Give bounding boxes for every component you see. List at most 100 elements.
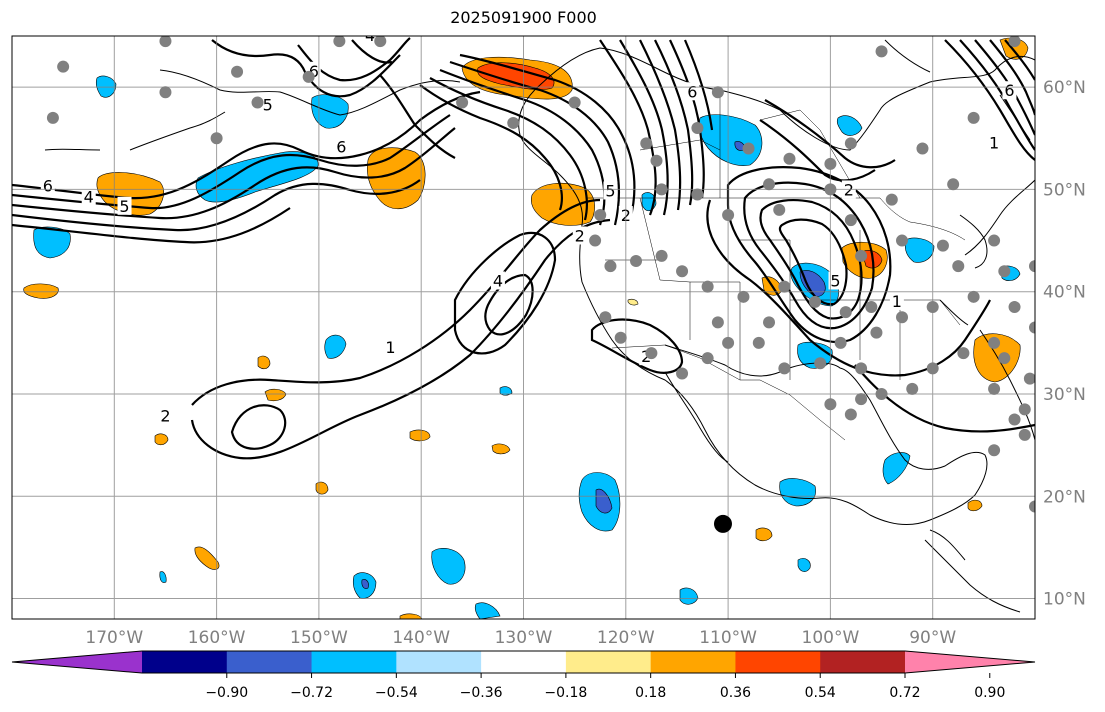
colorbar-tick-label: 0.90 — [974, 685, 1005, 701]
colorbar-segment — [396, 651, 482, 673]
colorbar-tick-label: −0.54 — [375, 685, 418, 701]
contour-label: 1 — [385, 338, 395, 357]
lon-tick-label: 170°W — [85, 628, 143, 648]
station-dot — [159, 36, 172, 48]
location-marker — [713, 514, 732, 533]
contour-label: 1 — [892, 292, 902, 311]
contour-label-bg — [603, 181, 618, 200]
station-dot — [834, 336, 847, 349]
station-dot — [711, 316, 724, 329]
colorbar-tick-label: −0.18 — [544, 685, 587, 701]
station-dot — [640, 137, 653, 150]
contour-label-bg — [158, 406, 173, 425]
station-dot — [722, 208, 735, 221]
station-dot — [957, 347, 970, 360]
lon-tick-label: 140°W — [392, 628, 450, 648]
station-dot — [763, 178, 776, 191]
station-dot — [844, 408, 857, 421]
colorbar-tick-label: 0.72 — [889, 685, 920, 701]
station-dot — [1018, 428, 1031, 441]
central-america-coast — [924, 539, 1021, 613]
station-markers-layer — [46, 36, 1035, 513]
station-dot — [630, 255, 643, 268]
contour-label-bg — [490, 271, 505, 290]
station-dot — [650, 154, 663, 167]
station-dot — [159, 86, 172, 99]
contour-label: 4 — [365, 26, 375, 45]
station-dot — [737, 290, 750, 303]
colorbar-tick-label: 0.54 — [805, 685, 836, 701]
station-dot — [655, 183, 668, 196]
baja-california — [664, 371, 729, 463]
station-dot — [46, 111, 59, 124]
station-dot — [645, 347, 658, 360]
strong-negative-anomaly-plains — [799, 270, 826, 297]
station-dot — [691, 188, 704, 201]
contour-label-bg — [334, 137, 349, 156]
lon-tick-label: 150°W — [290, 628, 348, 648]
station-dot — [967, 111, 980, 124]
station-dot — [865, 301, 878, 314]
station-dot — [773, 203, 786, 216]
station-dot — [926, 362, 939, 375]
station-dot — [988, 382, 1001, 395]
lat-tick-label: 30°N — [1043, 385, 1086, 405]
station-dot — [988, 336, 1001, 349]
contour-label-bg — [383, 337, 398, 356]
station-dot — [896, 234, 909, 247]
station-dot — [1008, 36, 1021, 48]
station-dot — [722, 336, 735, 349]
lat-tick-label: 10°N — [1043, 590, 1086, 610]
colorbar-tick-label: −0.90 — [205, 685, 248, 701]
station-dot — [742, 142, 755, 155]
colorbar-tick-label: −0.72 — [290, 685, 333, 701]
colorbar-outline — [11, 650, 1036, 674]
contour-label-bg — [889, 291, 904, 310]
station-dot — [711, 86, 724, 99]
station-dot — [655, 249, 668, 262]
contour-label-bg — [363, 36, 378, 44]
station-dot — [1018, 403, 1031, 416]
station-dot — [507, 116, 520, 129]
lat-tick-label: 40°N — [1043, 283, 1086, 303]
station-dot — [763, 316, 776, 329]
negative-anomaly-nw-pacific — [33, 226, 71, 259]
colorbar-segment — [650, 651, 736, 673]
station-dot — [947, 178, 960, 191]
station-dot — [875, 387, 888, 400]
station-dot — [952, 260, 965, 273]
strong-positive-anomaly-gulf-of-alaska — [477, 62, 555, 90]
map-title: 2025091900 F000 — [450, 8, 597, 27]
station-dot — [1008, 413, 1021, 426]
station-dot — [906, 382, 919, 395]
colorbar-extend-low — [12, 651, 142, 673]
contour-label: 6 — [43, 176, 53, 195]
station-dot — [998, 265, 1011, 278]
station-dot — [875, 45, 888, 58]
lat-tick-label: 60°N — [1043, 78, 1086, 98]
station-dot — [814, 357, 827, 370]
contour-label: 5 — [605, 181, 615, 200]
lon-tick-label: 120°W — [597, 628, 655, 648]
station-dot — [210, 132, 223, 145]
positive-anomaly-nw-coast — [531, 182, 595, 226]
us-canada-border — [586, 197, 966, 241]
station-dot — [916, 142, 929, 155]
station-dot — [896, 311, 909, 324]
station-dot — [1008, 301, 1021, 314]
contour-label-bg — [1002, 81, 1017, 100]
contour-label-bg — [260, 95, 275, 114]
colorbar-tick-label: −0.36 — [460, 685, 503, 701]
station-dot — [855, 362, 868, 375]
contour-label: 6 — [1004, 81, 1014, 100]
colorbar-segment — [226, 651, 313, 673]
station-dot — [783, 152, 796, 165]
station-dot — [568, 96, 581, 109]
contour-label: 2 — [641, 347, 651, 366]
colorbar-segment — [820, 651, 906, 673]
station-dot — [456, 96, 469, 109]
station-dot — [1023, 372, 1035, 385]
contour-label: 5 — [119, 197, 129, 216]
